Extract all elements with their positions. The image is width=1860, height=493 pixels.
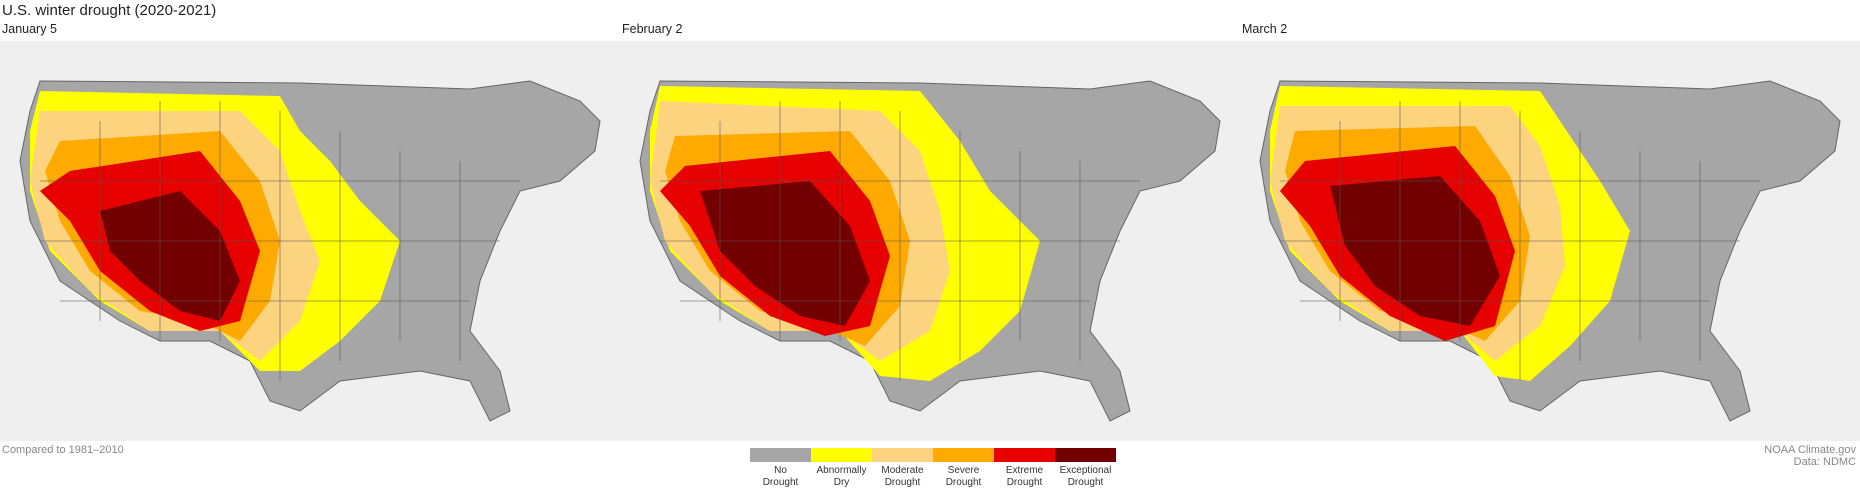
drought-map (0, 41, 620, 441)
drought-exceptional (1330, 176, 1500, 326)
legend-swatch-exceptional (1055, 448, 1116, 462)
legend-swatch-abnormally-dry (811, 448, 872, 462)
data-source-line: Data: NDMC (1793, 456, 1856, 468)
legend-label: No Drought (762, 465, 799, 488)
drought-exceptional (700, 181, 870, 326)
state-borders (660, 101, 1140, 381)
legend-swatch-severe (933, 448, 994, 462)
legend-labels: No Drought Abnormally Dry Moderate Drought … (750, 465, 1116, 489)
drought-map (620, 41, 1240, 441)
legend-label: Extreme Drought (1005, 465, 1044, 488)
us-drought-map-svg (1259, 80, 1841, 422)
state-borders (40, 101, 520, 381)
us-drought-map-svg (19, 80, 601, 422)
page-title: U.S. winter drought (2020-2021) (2, 2, 217, 19)
legend-label: Severe Drought (945, 465, 982, 488)
us-drought-map-svg (639, 80, 1221, 422)
legend-swatch-no-drought (750, 448, 811, 462)
legend-color-bar (750, 448, 1116, 462)
legend: No Drought Abnormally Dry Moderate Drought … (750, 448, 1116, 489)
drought-map (1240, 41, 1860, 441)
drought-exceptional (100, 191, 240, 321)
legend-label: Exceptional Drought (1059, 465, 1112, 488)
legend-swatch-moderate (872, 448, 933, 462)
credits: NOAA Climate.gov Data: NDMC (1764, 444, 1856, 468)
panel-label: January 5 (2, 22, 57, 36)
credit-line: NOAA Climate.gov (1764, 444, 1856, 456)
map-panel-january: January 5 (0, 22, 620, 442)
legend-label: Moderate Drought (881, 465, 924, 488)
state-borders (1280, 101, 1760, 381)
legend-swatch-extreme (994, 448, 1055, 462)
panel-label: February 2 (622, 22, 683, 36)
map-panel-march: March 2 (1240, 22, 1860, 442)
panel-label: March 2 (1242, 22, 1288, 36)
baseline-note: Compared to 1981–2010 (2, 444, 124, 456)
legend-label: Abnormally Dry (816, 465, 867, 488)
map-panel-february: February 2 (620, 22, 1240, 442)
